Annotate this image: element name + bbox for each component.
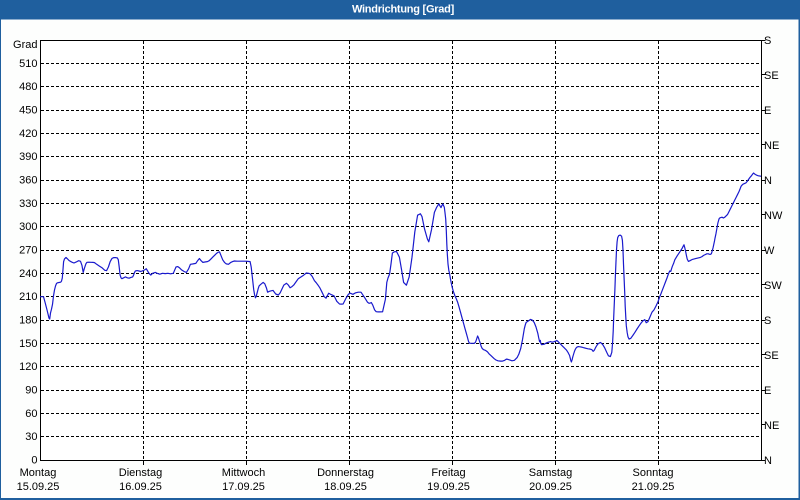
- svg-text:360: 360: [19, 175, 37, 187]
- svg-text:Montag: Montag: [20, 467, 57, 479]
- svg-text:180: 180: [19, 315, 37, 327]
- svg-text:17.09.25: 17.09.25: [222, 481, 265, 493]
- svg-text:Sonntag: Sonntag: [633, 467, 674, 479]
- svg-text:SE: SE: [764, 70, 779, 82]
- svg-text:60: 60: [25, 408, 37, 420]
- svg-text:18.09.25: 18.09.25: [324, 481, 367, 493]
- svg-text:15.09.25: 15.09.25: [17, 481, 60, 493]
- svg-text:Windrichtung [Grad]: Windrichtung [Grad]: [352, 4, 455, 16]
- svg-text:SE: SE: [764, 350, 779, 362]
- svg-text:SW: SW: [764, 280, 782, 292]
- svg-text:300: 300: [19, 221, 37, 233]
- svg-text:150: 150: [19, 338, 37, 350]
- svg-text:210: 210: [19, 291, 37, 303]
- svg-text:390: 390: [19, 151, 37, 163]
- svg-text:NE: NE: [764, 420, 779, 432]
- svg-text:E: E: [764, 105, 771, 117]
- svg-text:90: 90: [25, 385, 37, 397]
- svg-text:W: W: [764, 245, 775, 257]
- svg-text:510: 510: [19, 58, 37, 70]
- svg-text:21.09.25: 21.09.25: [632, 481, 675, 493]
- svg-text:S: S: [764, 35, 771, 47]
- svg-text:N: N: [764, 455, 772, 467]
- svg-text:Grad: Grad: [13, 39, 37, 51]
- svg-text:330: 330: [19, 198, 37, 210]
- svg-text:Dienstag: Dienstag: [119, 467, 162, 479]
- svg-text:30: 30: [25, 431, 37, 443]
- svg-text:Donnerstag: Donnerstag: [317, 467, 374, 479]
- svg-text:240: 240: [19, 268, 37, 280]
- svg-text:E: E: [764, 385, 771, 397]
- svg-text:420: 420: [19, 128, 37, 140]
- svg-text:N: N: [764, 175, 772, 187]
- svg-text:Mittwoch: Mittwoch: [222, 467, 265, 479]
- svg-text:20.09.25: 20.09.25: [529, 481, 572, 493]
- svg-text:NE: NE: [764, 140, 779, 152]
- svg-text:480: 480: [19, 81, 37, 93]
- svg-text:NW: NW: [764, 210, 783, 222]
- svg-text:S: S: [764, 315, 771, 327]
- svg-text:120: 120: [19, 361, 37, 373]
- svg-text:19.09.25: 19.09.25: [427, 481, 470, 493]
- svg-text:16.09.25: 16.09.25: [119, 481, 162, 493]
- svg-text:Freitag: Freitag: [431, 467, 465, 479]
- svg-text:450: 450: [19, 105, 37, 117]
- svg-text:270: 270: [19, 245, 37, 257]
- svg-text:Samstag: Samstag: [529, 467, 572, 479]
- svg-text:0: 0: [31, 455, 37, 467]
